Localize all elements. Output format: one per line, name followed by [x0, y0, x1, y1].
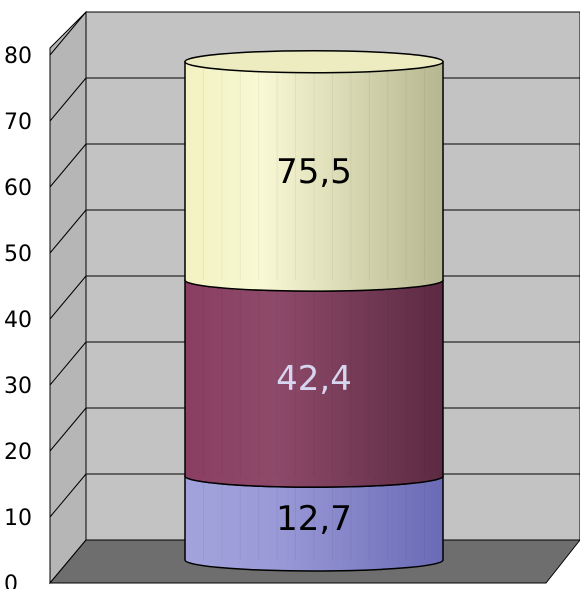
cylinder-body [184, 279, 444, 488]
cylinder-top-cap [184, 49, 444, 74]
y-tick-label: 20 [4, 440, 32, 465]
y-axis-ticks: 0 10 20 30 40 50 60 70 80 [4, 44, 32, 589]
side-gridline [49, 341, 87, 386]
side-gridline [49, 11, 87, 56]
side-gridline [49, 77, 87, 122]
y-tick-label: 0 [4, 572, 18, 589]
y-tick-label: 80 [4, 44, 32, 69]
y-tick-label: 50 [4, 242, 32, 267]
side-gridline [49, 143, 87, 188]
y-tick-label: 10 [4, 506, 32, 531]
data-labels: 12,7 42,4 75,5 [276, 152, 352, 539]
cylinder-segment [184, 49, 444, 292]
data-label: 75,5 [276, 152, 352, 192]
cylinder-segment [184, 268, 444, 488]
side-gridline [49, 209, 87, 254]
y-tick-label: 60 [4, 176, 32, 201]
cylinder-body [184, 475, 444, 572]
y-tick-label: 70 [4, 110, 32, 135]
side-gridline [49, 275, 87, 320]
cylinder-body [184, 60, 444, 292]
y-tick-label: 30 [4, 374, 32, 399]
data-label: 12,7 [276, 499, 352, 539]
side-gridline [49, 473, 87, 518]
y-tick-label: 40 [4, 308, 32, 333]
data-label: 42,4 [276, 359, 352, 399]
side-gridline [49, 407, 87, 452]
cylinder-bar [184, 49, 444, 572]
